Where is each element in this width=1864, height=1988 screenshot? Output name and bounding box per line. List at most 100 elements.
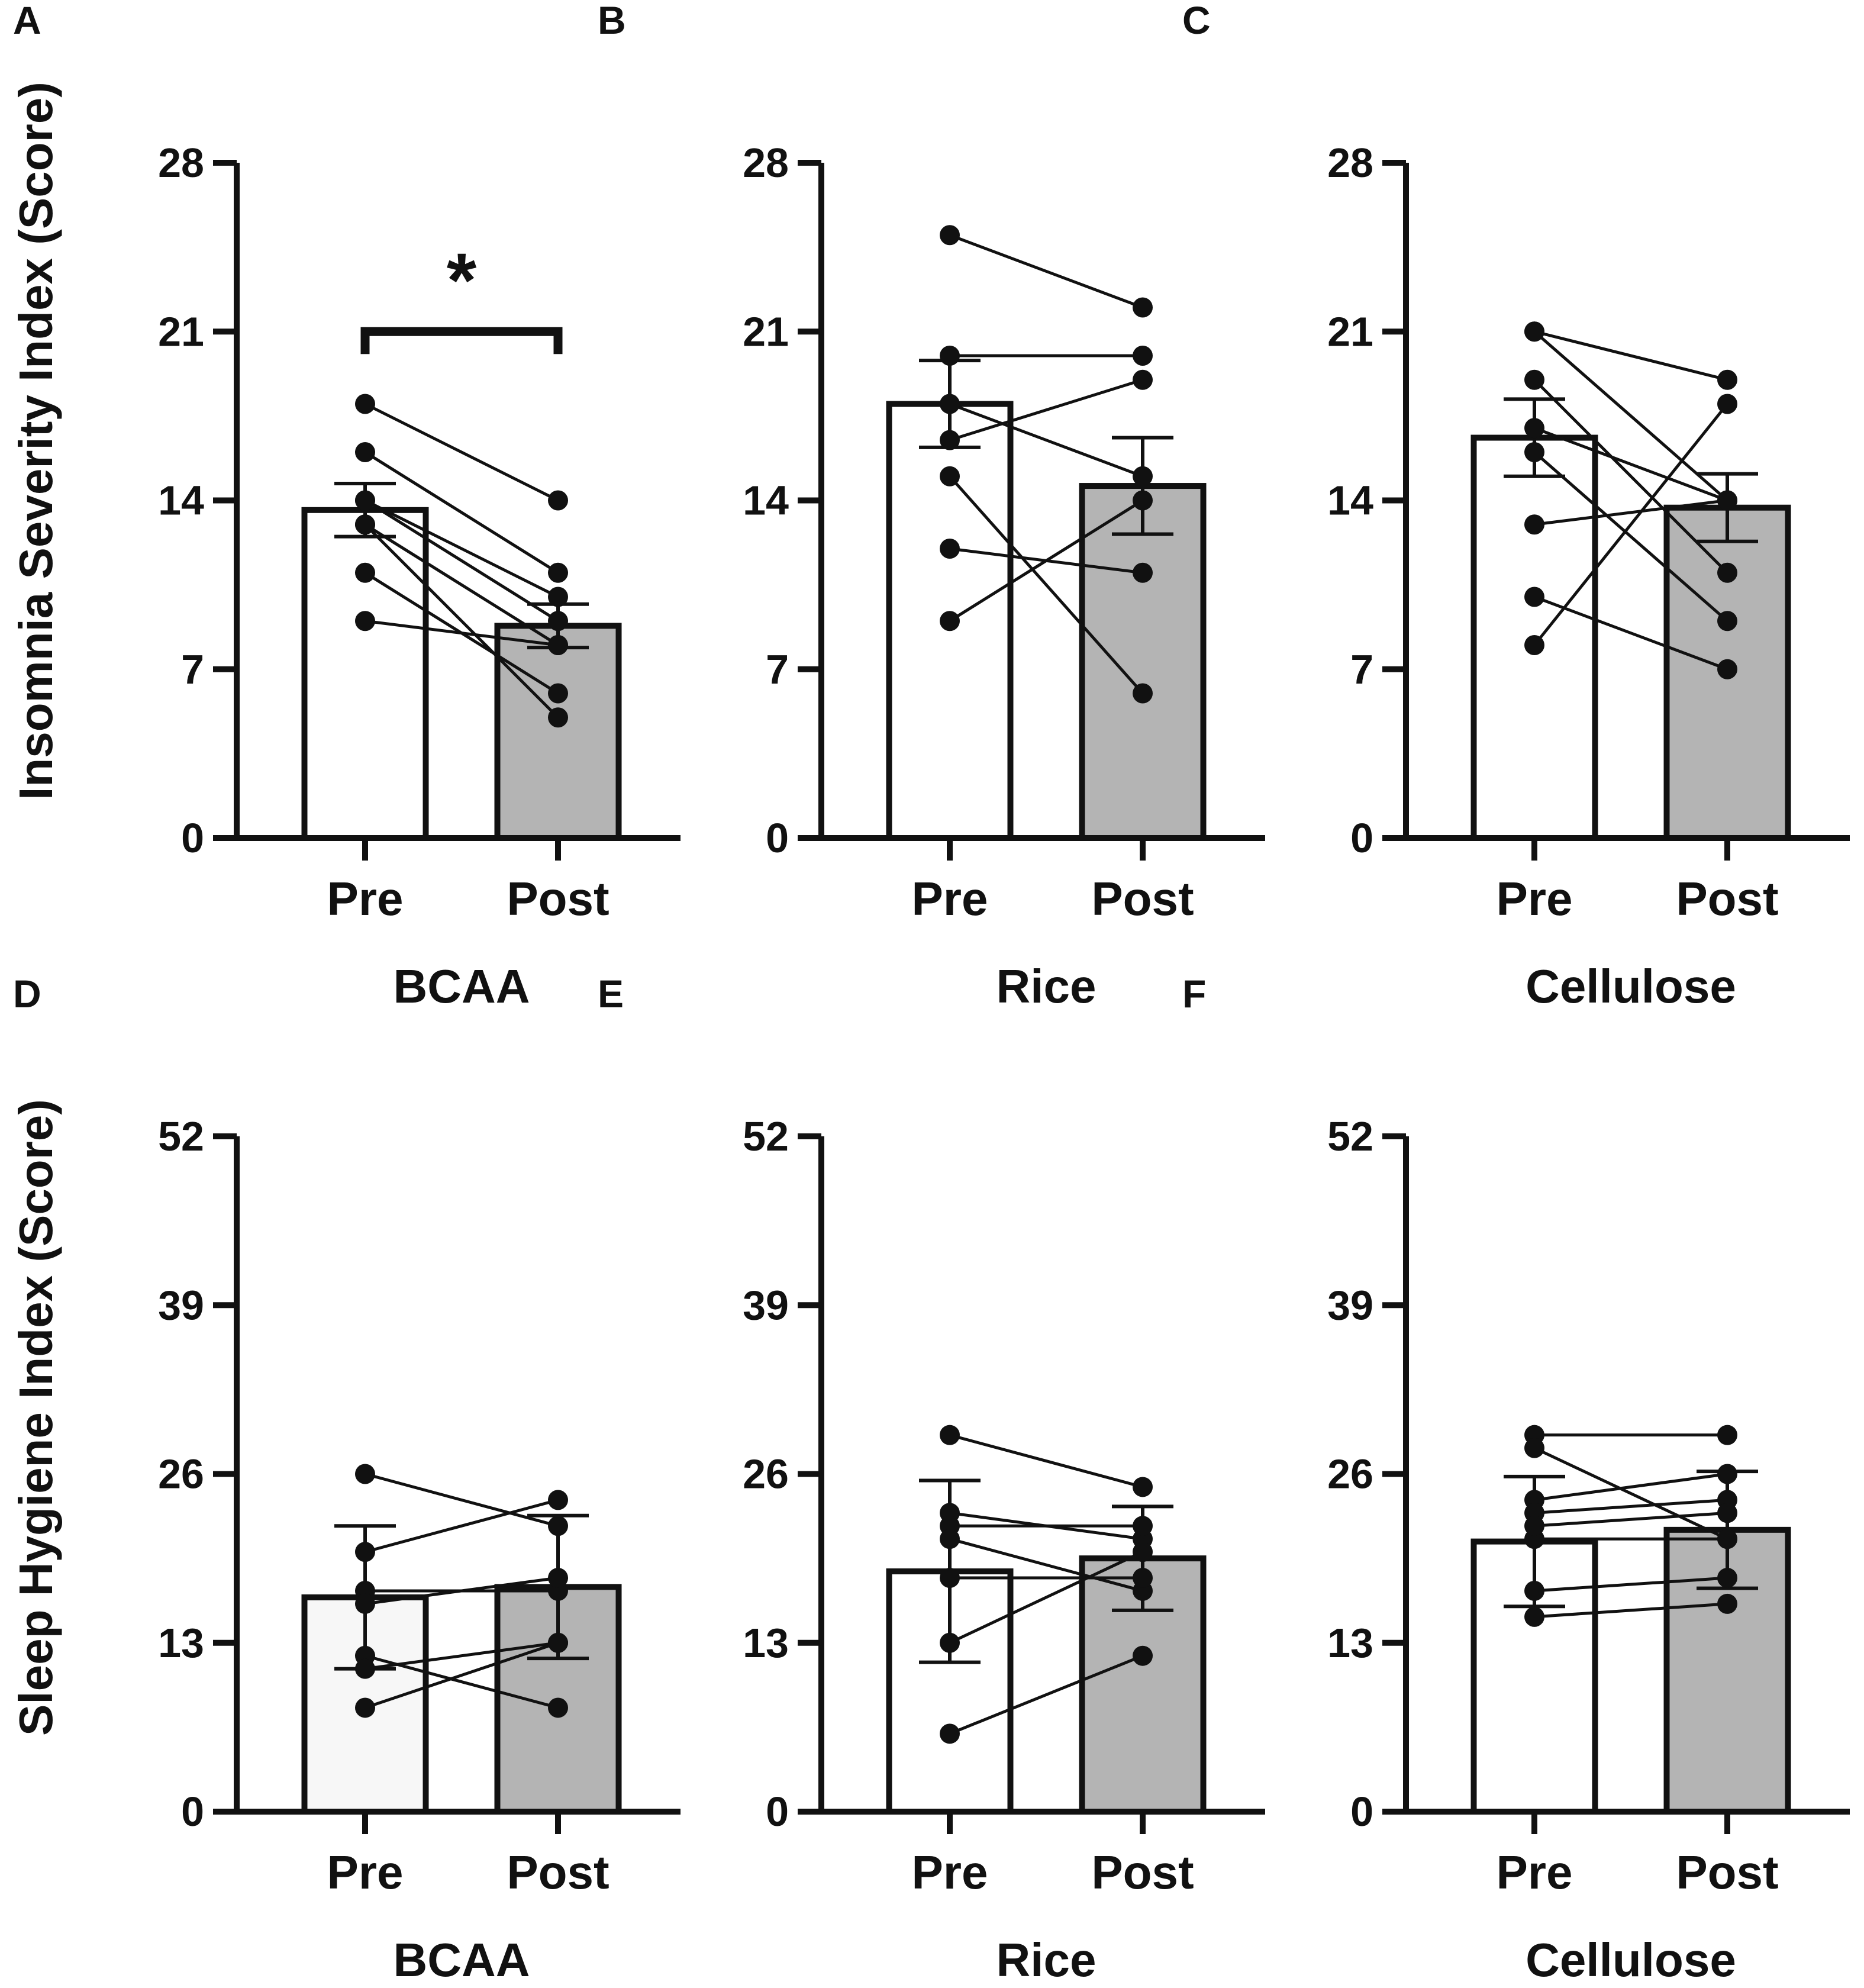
panel-c-point-post: [1717, 659, 1737, 679]
panel-d-group-label: BCAA: [393, 1934, 530, 1986]
panel-a-x-tick-label-pre: Pre: [327, 872, 404, 925]
panel-d-y-tick-label: 39: [158, 1282, 204, 1328]
panel-a-x-tick-label-post: Post: [507, 872, 609, 925]
panel-c-point-post: [1717, 562, 1737, 583]
panel-c-y-tick-label: 14: [1327, 478, 1373, 524]
panel-d-subject-line: [365, 1576, 559, 1606]
panel-f-subject-line: [1534, 1576, 1728, 1593]
panel-d-subject-line: [365, 1641, 559, 1709]
panel-c-y-tick-label: 21: [1327, 308, 1373, 355]
panel-a-point-pre: [355, 394, 375, 414]
panel-b-subject-line: [949, 475, 1144, 695]
row-labels: Insomnia Severity Index (Score) Sleep Hy…: [9, 82, 62, 1736]
panel-f-subject-line: [1534, 1473, 1728, 1502]
panel-e-point-pre: [940, 1529, 960, 1549]
panel-f-y-tick-label: 52: [1327, 1113, 1373, 1159]
panel-b-point-pre: [940, 539, 960, 559]
panel-a-bar-pre: [301, 507, 429, 841]
panel-b-point-post: [1133, 683, 1153, 704]
panel-e-y-tick-label: 0: [766, 1789, 789, 1835]
panel-a-subject-line: [364, 523, 559, 719]
panel-f-x-tick-label-post: Post: [1676, 1846, 1778, 1899]
panel-b-letter: B: [598, 0, 626, 42]
panel-f-point-pre: [1524, 1438, 1544, 1458]
panel-e-point-post: [1133, 1542, 1153, 1562]
panel-a-point-pre: [355, 442, 375, 462]
panel-f-y-tick-label: 26: [1327, 1451, 1373, 1497]
panel-d-point-post: [548, 1490, 568, 1510]
panel-b-y-tick-label: 14: [743, 478, 789, 524]
panel-e-point-post: [1133, 1477, 1153, 1497]
panel-c-point-pre: [1524, 442, 1544, 462]
panel-f-point-post: [1717, 1503, 1737, 1523]
panel-f-group-label: Cellulose: [1526, 1934, 1736, 1986]
panel-a-significance-bracket: [360, 327, 563, 355]
panel-e-subject-line: [949, 1433, 1143, 1488]
panel-c-point-pre: [1524, 321, 1544, 342]
panel-c-subject-line: [1534, 499, 1728, 526]
panel-c-y-tick-label: 0: [1350, 815, 1373, 861]
panel-a-point-pre: [355, 562, 375, 583]
panel-a-subject-line: [364, 402, 559, 502]
panel-d-y-tick-label: 0: [181, 1789, 204, 1835]
panel-e-y-tick-label: 52: [743, 1113, 789, 1159]
panel-a-subject-line: [364, 523, 559, 647]
panel-b-subject-line: [949, 233, 1143, 309]
panels: A 0 7 14 21 28 Pre Post BCAA * B 0 7 14 21 28 Pre Post Ric…: [13, 0, 1850, 1986]
panel-d-point-pre: [355, 1464, 375, 1484]
panel-d-x-tick-label-pre: Pre: [327, 1846, 404, 1899]
panel-b-point-post: [1133, 346, 1153, 366]
panel-e-point-pre: [940, 1632, 960, 1653]
panel-a-subject-line: [365, 619, 559, 647]
panel-a-point-post: [548, 683, 568, 704]
panel-d-point-pre: [355, 1593, 375, 1614]
panel-c-chart: C 0 7 14 21 28 Pre Post Cellulose: [1182, 0, 1850, 1013]
panel-d-chart: D 0 13 26 39 52 Pre Post BCAA: [13, 972, 681, 1986]
panel-d-point-post: [548, 1516, 568, 1536]
panel-c-letter: C: [1182, 0, 1211, 42]
panel-e-y-tick-label: 13: [743, 1620, 789, 1666]
panel-c-x-tick-label-pre: Pre: [1497, 872, 1573, 925]
panel-e-point-post: [1133, 1516, 1153, 1536]
panel-d-point-pre: [355, 1697, 375, 1718]
panel-e-x-tick-label-post: Post: [1091, 1846, 1194, 1899]
panel-e-y-tick-label: 26: [743, 1451, 789, 1497]
panel-c-point-pre: [1524, 587, 1544, 607]
panel-e-subject-line: [949, 1550, 1144, 1645]
panel-a-subject-line: [364, 499, 559, 598]
panel-c-point-pre: [1524, 514, 1544, 535]
panel-f-point-post: [1717, 1593, 1737, 1614]
panel-f-subject-line: [1534, 1511, 1728, 1528]
panel-c-point-post: [1717, 369, 1737, 390]
panel-a-subject-line: [364, 450, 559, 574]
panel-d-point-post: [548, 1697, 568, 1718]
panel-b-y-tick-label: 7: [766, 646, 789, 692]
panel-c-subject-line: [1534, 330, 1728, 382]
panel-a-bar-post: [494, 623, 622, 842]
panel-d-y-tick-label: 13: [158, 1620, 204, 1666]
panel-a-point-pre: [355, 490, 375, 511]
panel-c-point-post: [1717, 490, 1737, 511]
panel-b-point-pre: [940, 346, 960, 366]
panel-a-y-tick-label: 28: [158, 140, 204, 186]
panel-f-subject-line: [1533, 1446, 1728, 1541]
panel-e-subject-line: [949, 1654, 1143, 1735]
panel-b-point-pre: [940, 611, 960, 631]
panel-b-point-post: [1133, 490, 1153, 511]
panel-c-point-pre: [1524, 369, 1544, 390]
panel-d-subject-line: [365, 1498, 559, 1554]
panel-f-point-post: [1717, 1425, 1737, 1445]
panel-d-point-pre: [355, 1542, 375, 1562]
panel-c-y-tick-label: 28: [1327, 140, 1373, 186]
panel-d-y-tick-label: 26: [158, 1451, 204, 1497]
panel-f-letter: F: [1182, 972, 1206, 1016]
panel-f-point-pre: [1524, 1606, 1544, 1627]
panel-e-chart: E 0 13 26 39 52 Pre Post Rice: [598, 972, 1265, 1986]
panel-a-y-tick-label: 7: [181, 646, 204, 692]
panel-d-subject-line: [365, 1473, 559, 1528]
panel-a-group-label: BCAA: [393, 960, 530, 1013]
panel-b-point-pre: [940, 394, 960, 414]
panel-d-point-pre: [355, 1658, 375, 1679]
panel-c-subject-line: [1534, 426, 1728, 502]
